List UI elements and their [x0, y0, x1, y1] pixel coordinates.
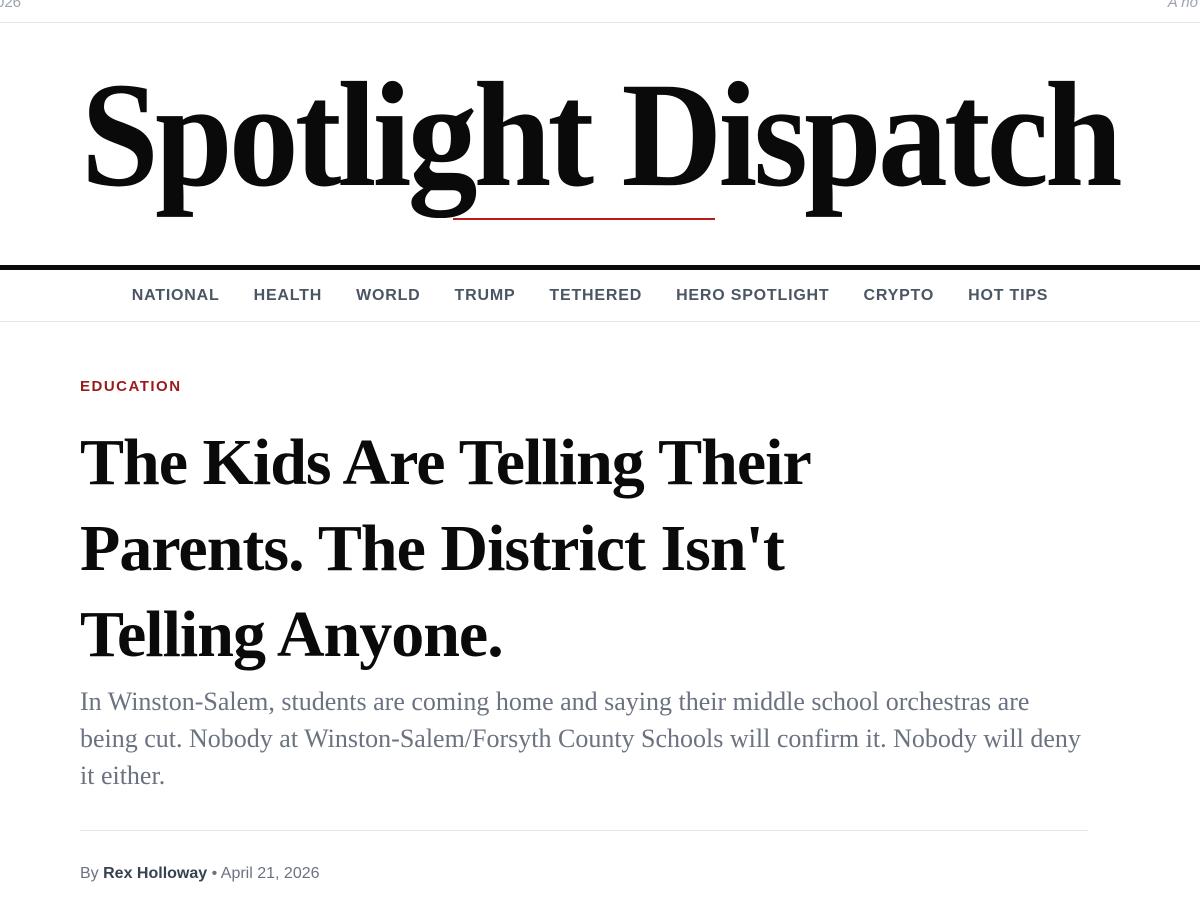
- masthead-rule: [0, 265, 1200, 270]
- nav-crypto[interactable]: CRYPTO: [863, 286, 935, 304]
- nav-world[interactable]: WORLD: [356, 286, 421, 304]
- author-name[interactable]: Rex Holloway: [103, 865, 208, 882]
- nav-tethered[interactable]: TETHERED: [549, 286, 643, 304]
- article-dek: In Winston-Salem, students are coming ho…: [80, 687, 1081, 790]
- top-bar-tagline: A no: [1167, 0, 1198, 11]
- nav-health[interactable]: HEALTH: [253, 286, 323, 304]
- nav-national[interactable]: NATIONAL: [131, 286, 220, 304]
- byline-separator: •: [211, 865, 218, 882]
- article-headline: The Kids Are Telling Their Parents. The …: [80, 426, 811, 671]
- divider: [80, 830, 1088, 831]
- byline: By Rex Holloway • April 21, 2026: [80, 865, 320, 883]
- nav-hot-tips[interactable]: HOT TIPS: [968, 286, 1049, 304]
- byline-prefix: By: [80, 865, 99, 882]
- article-category[interactable]: EDUCATION: [80, 378, 182, 395]
- publish-date: April 21, 2026: [220, 865, 320, 882]
- nav-hero-spotlight[interactable]: HERO SPOTLIGHT: [676, 286, 830, 304]
- top-bar-date: 026: [0, 0, 22, 11]
- top-bar: 026 A no: [0, 0, 1200, 23]
- nav-trump[interactable]: TRUMP: [454, 286, 516, 304]
- masthead-accent-line: [453, 218, 715, 220]
- section-nav: NATIONAL HEALTH WORLD TRUMP TETHERED HER…: [0, 270, 1200, 322]
- masthead-logo[interactable]: Spotlight Dispatch: [81, 52, 1122, 218]
